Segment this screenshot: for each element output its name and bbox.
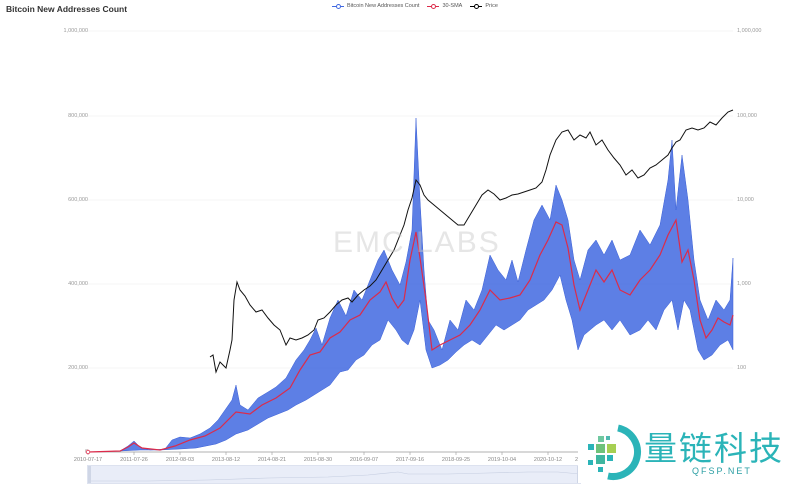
x-tick: 2017-09-16: [395, 457, 425, 463]
slider-preview: [88, 471, 580, 482]
line-marker-icon: [332, 3, 344, 9]
line-marker-icon: [470, 3, 483, 9]
x-tick: 2013-08-12: [211, 457, 241, 463]
y-right-tick: 1,000,000: [737, 28, 762, 34]
y-left-tick: 800,000: [68, 113, 88, 119]
y-right-tick: 1,000: [737, 281, 751, 287]
x-tick: 2012-08-03: [165, 457, 195, 463]
x-tick: 2015-08-30: [303, 457, 333, 463]
legend-label: Price: [485, 3, 498, 9]
y-right-tick: 100,000: [737, 113, 757, 119]
y-left-tick: 1,000,000: [63, 28, 88, 34]
y-left-tick: 200,000: [68, 365, 88, 371]
legend-item-30-sma[interactable]: 30-SMA: [427, 3, 462, 9]
chart-title: Bitcoin New Addresses Count: [6, 4, 128, 14]
legend-item-price[interactable]: Price: [470, 3, 498, 9]
x-tick: 2018-09-25: [441, 457, 471, 463]
logo-subtext: QFSP.NET: [692, 466, 752, 476]
watermark: EMC LABS: [333, 226, 501, 259]
data-zoom-slider[interactable]: [87, 465, 581, 484]
x-tick: 2020-10-12: [533, 457, 563, 463]
y-right-tick: 100: [737, 365, 747, 371]
logo-text: 量链科技: [644, 429, 784, 468]
x-tick: 2010-07-17: [73, 457, 103, 463]
legend-label: 30-SMA: [442, 3, 463, 9]
legend-label: Bitcoin New Addresses Count: [347, 3, 420, 9]
line-marker-icon: [427, 3, 440, 9]
x-tick: 2014-08-21: [257, 457, 287, 463]
legend-item-new-addresses[interactable]: Bitcoin New Addresses Count: [332, 3, 419, 9]
qfsp-logo: 量链科技 QFSP.NET: [578, 420, 800, 483]
x-tick: 2019-10-04: [487, 457, 517, 463]
x-tick: 2011-07-26: [120, 457, 148, 463]
y-left-tick: 400,000: [68, 281, 88, 287]
logo-mark-icon: [588, 424, 641, 480]
x-tick: 2016-09-07: [349, 457, 379, 463]
legend: Bitcoin New Addresses Count 30-SMA Price: [332, 3, 498, 9]
slider-handle-left[interactable]: [88, 466, 91, 483]
y-right-tick: 10,000: [737, 197, 754, 203]
y-left-tick: 600,000: [68, 197, 88, 203]
